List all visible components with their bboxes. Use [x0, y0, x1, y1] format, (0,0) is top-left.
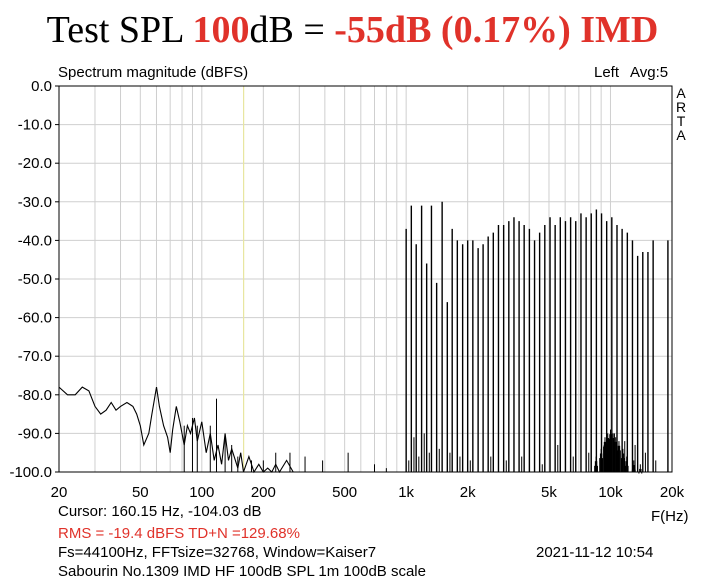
brand-letter: R — [676, 99, 686, 115]
rms-readout: RMS = -19.4 dBFS TD+N =129.68% — [58, 525, 300, 542]
x-tick-label: 100 — [189, 484, 214, 501]
brand-letter: A — [676, 127, 686, 143]
brand-letter: A — [676, 85, 686, 101]
y-tick-label: -60.0 — [18, 310, 52, 327]
channel-label: Left — [594, 64, 620, 81]
x-axis-label: F(Hz) — [651, 508, 689, 525]
x-tick-label: 20 — [51, 484, 68, 501]
x-tick-label: 50 — [132, 484, 149, 501]
x-tick-label: 200 — [251, 484, 276, 501]
y-tick-label: -70.0 — [18, 348, 52, 365]
headline-prefix: Test SPL — [46, 9, 193, 51]
y-tick-label: 0.0 — [31, 78, 52, 95]
y-tick-label: -50.0 — [18, 271, 52, 288]
datetime-readout: 2021-11-12 10:54 — [536, 544, 654, 561]
brand-letter: T — [677, 113, 686, 129]
headline-spl-value: 100 — [192, 9, 250, 51]
x-tick-label: 2k — [460, 484, 476, 501]
chart-title: Spectrum magnitude (dBFS) — [58, 64, 249, 81]
x-tick-label: 10k — [598, 484, 623, 501]
x-tick-label: 500 — [332, 484, 357, 501]
cursor-readout: Cursor: 160.15 Hz, -104.03 dB — [58, 503, 262, 520]
x-tick-label: 20k — [660, 484, 685, 501]
description-readout: Sabourin No.1309 IMD HF 100dB SPL 1m 100… — [58, 563, 426, 580]
y-tick-label: -30.0 — [18, 194, 52, 211]
fs-readout: Fs=44100Hz, FFTsize=32768, Window=Kaiser… — [58, 544, 377, 561]
y-tick-label: -10.0 — [18, 117, 52, 134]
y-tick-label: -40.0 — [18, 232, 52, 249]
avg-label: Avg:5 — [630, 64, 669, 81]
x-tick-label: 5k — [541, 484, 557, 501]
y-tick-label: -20.0 — [18, 155, 52, 172]
y-tick-label: -90.0 — [18, 425, 52, 442]
x-tick-label: 1k — [398, 484, 414, 501]
y-tick-label: -100.0 — [9, 464, 52, 481]
low-freq-curve — [58, 386, 300, 474]
y-tick-label: -80.0 — [18, 387, 52, 404]
headline-mid: dB = — [249, 9, 335, 51]
headline-result: -55dB (0.17%) IMD — [334, 9, 659, 51]
headline: Test SPL 100dB = -55dB (0.17%) IMD — [0, 8, 705, 52]
